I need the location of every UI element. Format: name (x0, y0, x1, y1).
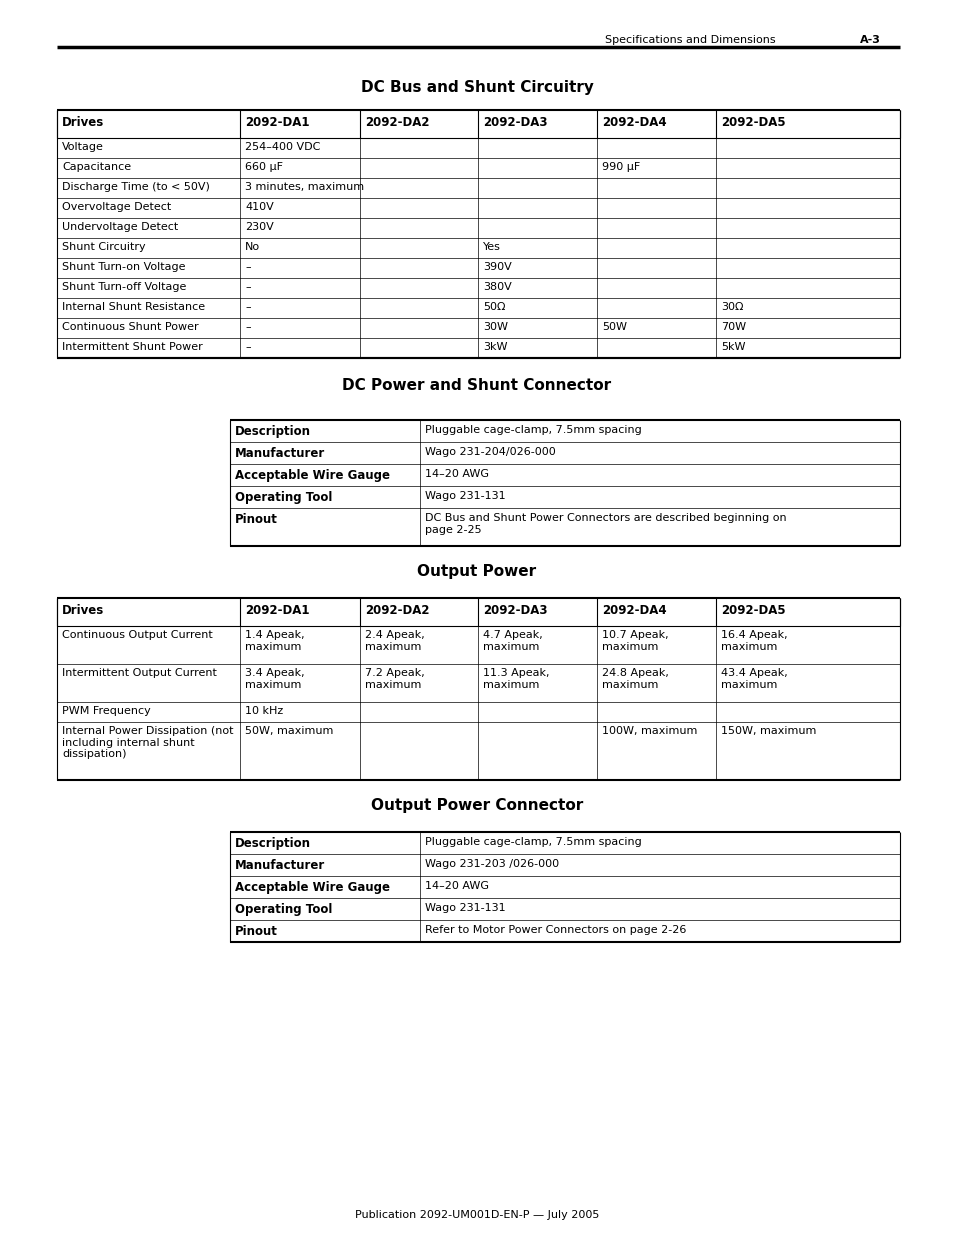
Text: Pluggable cage-clamp, 7.5mm spacing: Pluggable cage-clamp, 7.5mm spacing (424, 837, 641, 847)
Text: Specifications and Dimensions: Specifications and Dimensions (604, 35, 775, 44)
Text: 14–20 AWG: 14–20 AWG (424, 469, 489, 479)
Text: DC Bus and Shunt Power Connectors are described beginning on
page 2-25: DC Bus and Shunt Power Connectors are de… (424, 513, 786, 535)
Text: Pinout: Pinout (234, 513, 277, 526)
Text: 50W: 50W (601, 322, 626, 332)
Text: Operating Tool: Operating Tool (234, 492, 332, 504)
Text: Yes: Yes (482, 242, 500, 252)
Text: 30W: 30W (482, 322, 507, 332)
Text: Drives: Drives (62, 604, 104, 618)
Text: 3 minutes, maximum: 3 minutes, maximum (245, 182, 364, 191)
Text: 70W: 70W (720, 322, 745, 332)
Text: Shunt Turn-off Voltage: Shunt Turn-off Voltage (62, 282, 186, 291)
Text: Intermittent Shunt Power: Intermittent Shunt Power (62, 342, 203, 352)
Text: Publication 2092-UM001D-EN-P — July 2005: Publication 2092-UM001D-EN-P — July 2005 (355, 1210, 598, 1220)
Text: DC Bus and Shunt Circuitry: DC Bus and Shunt Circuitry (360, 80, 593, 95)
Text: 410V: 410V (245, 203, 274, 212)
Text: 5kW: 5kW (720, 342, 744, 352)
Text: 2092-DA4: 2092-DA4 (601, 116, 666, 128)
Text: 230V: 230V (245, 222, 274, 232)
Text: 2092-DA1: 2092-DA1 (245, 604, 309, 618)
Text: 11.3 Apeak,
maximum: 11.3 Apeak, maximum (482, 668, 549, 689)
Text: Internal Shunt Resistance: Internal Shunt Resistance (62, 303, 205, 312)
Text: 2092-DA2: 2092-DA2 (365, 116, 429, 128)
Text: 4.7 Apeak,
maximum: 4.7 Apeak, maximum (482, 630, 542, 652)
Text: 3kW: 3kW (482, 342, 507, 352)
Text: Shunt Circuitry: Shunt Circuitry (62, 242, 146, 252)
Text: –: – (245, 282, 251, 291)
Text: Intermittent Output Current: Intermittent Output Current (62, 668, 216, 678)
Text: 2092-DA5: 2092-DA5 (720, 604, 785, 618)
Text: 150W, maximum: 150W, maximum (720, 726, 816, 736)
Text: Voltage: Voltage (62, 142, 104, 152)
Text: Undervoltage Detect: Undervoltage Detect (62, 222, 178, 232)
Text: Acceptable Wire Gauge: Acceptable Wire Gauge (234, 881, 390, 894)
Text: Refer to Motor Power Connectors on page 2-26: Refer to Motor Power Connectors on page … (424, 925, 685, 935)
Text: Output Power: Output Power (417, 564, 536, 579)
Text: 660 μF: 660 μF (245, 162, 283, 172)
Text: 2092-DA4: 2092-DA4 (601, 604, 666, 618)
Text: 2092-DA1: 2092-DA1 (245, 116, 309, 128)
Text: 50Ω: 50Ω (482, 303, 505, 312)
Text: 14–20 AWG: 14–20 AWG (424, 881, 489, 890)
Text: 3.4 Apeak,
maximum: 3.4 Apeak, maximum (245, 668, 304, 689)
Text: Continuous Output Current: Continuous Output Current (62, 630, 213, 640)
Text: –: – (245, 303, 251, 312)
Text: 30Ω: 30Ω (720, 303, 742, 312)
Text: 254–400 VDC: 254–400 VDC (245, 142, 320, 152)
Text: Continuous Shunt Power: Continuous Shunt Power (62, 322, 198, 332)
Text: Manufacturer: Manufacturer (234, 860, 325, 872)
Text: Operating Tool: Operating Tool (234, 903, 332, 916)
Text: 16.4 Apeak,
maximum: 16.4 Apeak, maximum (720, 630, 787, 652)
Text: Pinout: Pinout (234, 925, 277, 939)
Text: DC Power and Shunt Connector: DC Power and Shunt Connector (342, 378, 611, 393)
Text: 43.4 Apeak,
maximum: 43.4 Apeak, maximum (720, 668, 787, 689)
Text: 50W, maximum: 50W, maximum (245, 726, 333, 736)
Text: Description: Description (234, 837, 311, 850)
Text: Wago 231-131: Wago 231-131 (424, 903, 505, 913)
Text: 990 μF: 990 μF (601, 162, 639, 172)
Text: Description: Description (234, 425, 311, 438)
Text: A-3: A-3 (859, 35, 880, 44)
Text: Pluggable cage-clamp, 7.5mm spacing: Pluggable cage-clamp, 7.5mm spacing (424, 425, 641, 435)
Text: 24.8 Apeak,
maximum: 24.8 Apeak, maximum (601, 668, 668, 689)
Text: –: – (245, 262, 251, 272)
Text: Acceptable Wire Gauge: Acceptable Wire Gauge (234, 469, 390, 482)
Text: Output Power Connector: Output Power Connector (371, 798, 582, 813)
Text: 2092-DA2: 2092-DA2 (365, 604, 429, 618)
Text: 2092-DA3: 2092-DA3 (482, 116, 547, 128)
Text: 100W, maximum: 100W, maximum (601, 726, 697, 736)
Text: 10 kHz: 10 kHz (245, 706, 283, 716)
Text: Overvoltage Detect: Overvoltage Detect (62, 203, 172, 212)
Text: 2092-DA3: 2092-DA3 (482, 604, 547, 618)
Text: Manufacturer: Manufacturer (234, 447, 325, 459)
Text: Capacitance: Capacitance (62, 162, 131, 172)
Text: Wago 231-203 /026-000: Wago 231-203 /026-000 (424, 860, 558, 869)
Text: No: No (245, 242, 260, 252)
Text: PWM Frequency: PWM Frequency (62, 706, 151, 716)
Text: 1.4 Apeak,
maximum: 1.4 Apeak, maximum (245, 630, 304, 652)
Text: –: – (245, 322, 251, 332)
Text: 2092-DA5: 2092-DA5 (720, 116, 785, 128)
Text: –: – (245, 342, 251, 352)
Text: Discharge Time (to < 50V): Discharge Time (to < 50V) (62, 182, 210, 191)
Text: 380V: 380V (482, 282, 511, 291)
Text: Drives: Drives (62, 116, 104, 128)
Text: 2.4 Apeak,
maximum: 2.4 Apeak, maximum (365, 630, 424, 652)
Text: Wago 231-204/026-000: Wago 231-204/026-000 (424, 447, 556, 457)
Text: 10.7 Apeak,
maximum: 10.7 Apeak, maximum (601, 630, 668, 652)
Text: 7.2 Apeak,
maximum: 7.2 Apeak, maximum (365, 668, 424, 689)
Text: 390V: 390V (482, 262, 511, 272)
Text: Internal Power Dissipation (not
including internal shunt
dissipation): Internal Power Dissipation (not includin… (62, 726, 233, 760)
Text: Shunt Turn-on Voltage: Shunt Turn-on Voltage (62, 262, 185, 272)
Text: Wago 231-131: Wago 231-131 (424, 492, 505, 501)
